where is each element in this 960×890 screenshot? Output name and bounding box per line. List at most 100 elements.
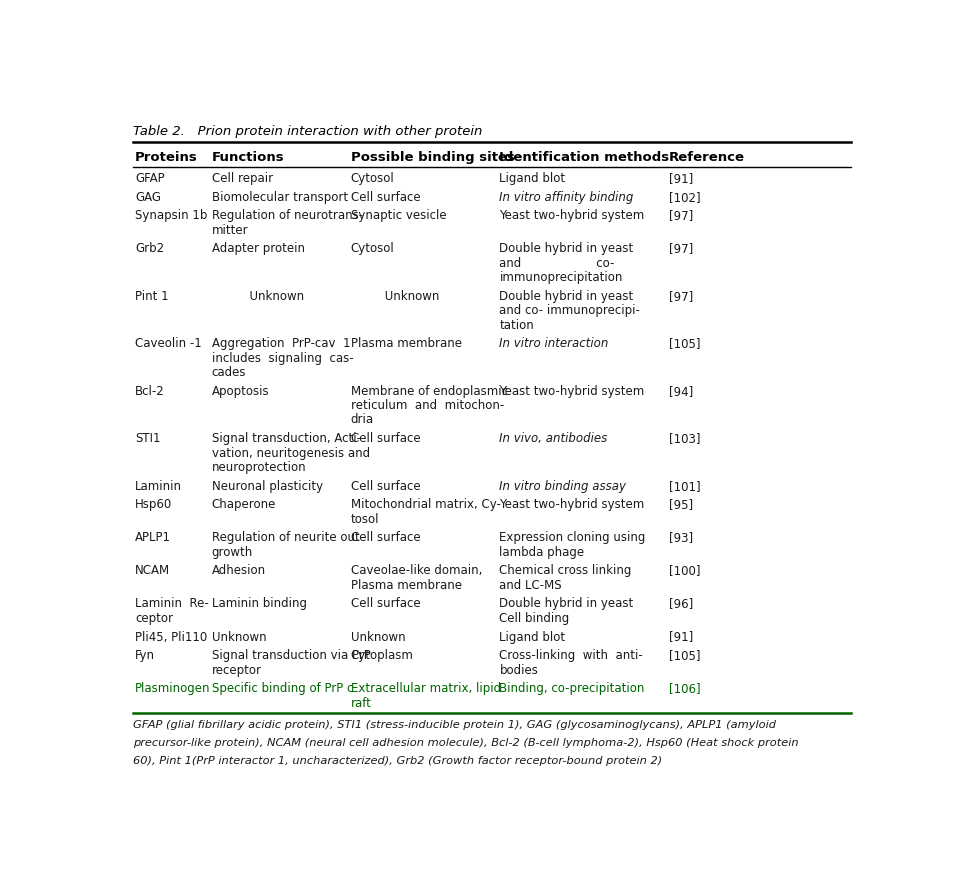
Text: Identification methods: Identification methods — [499, 151, 669, 165]
Text: Cytosol: Cytosol — [350, 242, 395, 255]
Text: Laminin binding: Laminin binding — [211, 597, 306, 611]
Text: tation: tation — [499, 319, 534, 332]
Text: Cell surface: Cell surface — [350, 190, 420, 204]
Text: [93]: [93] — [669, 531, 693, 545]
Text: Ligand blot: Ligand blot — [499, 630, 565, 643]
Text: Yeast two-hybrid system: Yeast two-hybrid system — [499, 209, 645, 222]
Text: Plasma membrane: Plasma membrane — [350, 337, 462, 351]
Text: GFAP (glial fibrillary acidic protein), STI1 (stress-inducible protein 1), GAG (: GFAP (glial fibrillary acidic protein), … — [133, 720, 777, 730]
Text: Unknown: Unknown — [211, 290, 303, 303]
Text: [91]: [91] — [669, 172, 693, 185]
Text: [97]: [97] — [669, 290, 693, 303]
Text: Cell binding: Cell binding — [499, 611, 569, 625]
Text: [97]: [97] — [669, 242, 693, 255]
Text: Cross-linking  with  anti-: Cross-linking with anti- — [499, 649, 643, 662]
Text: Cytoplasm: Cytoplasm — [350, 649, 414, 662]
Text: Synapsin 1b: Synapsin 1b — [134, 209, 207, 222]
Text: and co- immunoprecipi-: and co- immunoprecipi- — [499, 304, 640, 317]
Text: bodies: bodies — [499, 664, 539, 676]
Text: mitter: mitter — [211, 223, 248, 237]
Text: Bcl-2: Bcl-2 — [134, 384, 164, 398]
Text: Laminin  Re-: Laminin Re- — [134, 597, 208, 611]
Text: lambda phage: lambda phage — [499, 546, 585, 559]
Text: [100]: [100] — [669, 564, 701, 578]
Text: Unknown: Unknown — [211, 630, 266, 643]
Text: [105]: [105] — [669, 337, 701, 351]
Text: [103]: [103] — [669, 433, 701, 445]
Text: Adapter protein: Adapter protein — [211, 242, 304, 255]
Text: growth: growth — [211, 546, 252, 559]
Text: Reference: Reference — [669, 151, 745, 165]
Text: Ligand blot: Ligand blot — [499, 172, 565, 185]
Text: Binding, co-precipitation: Binding, co-precipitation — [499, 683, 645, 695]
Text: Functions: Functions — [211, 151, 284, 165]
Text: Yeast two-hybrid system: Yeast two-hybrid system — [499, 498, 645, 511]
Text: Cell surface: Cell surface — [350, 531, 420, 545]
Text: Synaptic vesicle: Synaptic vesicle — [350, 209, 446, 222]
Text: [95]: [95] — [669, 498, 693, 511]
Text: Caveolae-like domain,: Caveolae-like domain, — [350, 564, 482, 578]
Text: [101]: [101] — [669, 480, 701, 492]
Text: Chaperone: Chaperone — [211, 498, 276, 511]
Text: includes  signaling  cas-: includes signaling cas- — [211, 352, 353, 365]
Text: [94]: [94] — [669, 384, 693, 398]
Text: Cell surface: Cell surface — [350, 433, 420, 445]
Text: Hsp60: Hsp60 — [134, 498, 172, 511]
Text: Double hybrid in yeast: Double hybrid in yeast — [499, 242, 634, 255]
Text: Specific binding of PrP c: Specific binding of PrP c — [211, 683, 353, 695]
Text: raft: raft — [350, 697, 372, 709]
Text: Fyn: Fyn — [134, 649, 155, 662]
Text: and LC-MS: and LC-MS — [499, 578, 562, 592]
Text: Regulation of neurite out-: Regulation of neurite out- — [211, 531, 364, 545]
Text: [102]: [102] — [669, 190, 701, 204]
Text: In vitro affinity binding: In vitro affinity binding — [499, 190, 634, 204]
Text: Unknown: Unknown — [350, 290, 439, 303]
Text: ceptor: ceptor — [134, 611, 173, 625]
Text: Grb2: Grb2 — [134, 242, 164, 255]
Text: Possible binding sites: Possible binding sites — [350, 151, 515, 165]
Text: Cell surface: Cell surface — [350, 597, 420, 611]
Text: In vivo, antibodies: In vivo, antibodies — [499, 433, 608, 445]
Text: receptor: receptor — [211, 664, 261, 676]
Text: STI1: STI1 — [134, 433, 160, 445]
Text: Adhesion: Adhesion — [211, 564, 266, 578]
Text: Chemical cross linking: Chemical cross linking — [499, 564, 632, 578]
Text: Pint 1: Pint 1 — [134, 290, 169, 303]
Text: NCAM: NCAM — [134, 564, 170, 578]
Text: Neuronal plasticity: Neuronal plasticity — [211, 480, 323, 492]
Text: Signal transduction via PrP: Signal transduction via PrP — [211, 649, 371, 662]
Text: GAG: GAG — [134, 190, 161, 204]
Text: Double hybrid in yeast: Double hybrid in yeast — [499, 290, 634, 303]
Text: Extracellular matrix, lipid: Extracellular matrix, lipid — [350, 683, 501, 695]
Text: Cell surface: Cell surface — [350, 480, 420, 492]
Text: Biomolecular transport: Biomolecular transport — [211, 190, 348, 204]
Text: [105]: [105] — [669, 649, 701, 662]
Text: [106]: [106] — [669, 683, 701, 695]
Text: Table 2.   Prion protein interaction with other protein: Table 2. Prion protein interaction with … — [133, 125, 483, 138]
Text: Double hybrid in yeast: Double hybrid in yeast — [499, 597, 634, 611]
Text: Mitochondrial matrix, Cy-: Mitochondrial matrix, Cy- — [350, 498, 500, 511]
Text: Pli45, Pli110: Pli45, Pli110 — [134, 630, 207, 643]
Text: dria: dria — [350, 414, 373, 426]
Text: Regulation of neurotrans-: Regulation of neurotrans- — [211, 209, 363, 222]
Text: GFAP: GFAP — [134, 172, 164, 185]
Text: reticulum  and  mitochon-: reticulum and mitochon- — [350, 399, 504, 412]
Text: [96]: [96] — [669, 597, 693, 611]
Text: Yeast two-hybrid system: Yeast two-hybrid system — [499, 384, 645, 398]
Text: precursor-like protein), NCAM (neural cell adhesion molecule), Bcl-2 (B-cell lym: precursor-like protein), NCAM (neural ce… — [133, 738, 799, 748]
Text: In vitro interaction: In vitro interaction — [499, 337, 609, 351]
Text: and                    co-: and co- — [499, 256, 614, 270]
Text: neuroprotection: neuroprotection — [211, 461, 306, 473]
Text: [91]: [91] — [669, 630, 693, 643]
Text: Unknown: Unknown — [350, 630, 405, 643]
Text: Proteins: Proteins — [134, 151, 198, 165]
Text: APLP1: APLP1 — [134, 531, 171, 545]
Text: Plasma membrane: Plasma membrane — [350, 578, 462, 592]
Text: Cytosol: Cytosol — [350, 172, 395, 185]
Text: Plasminogen: Plasminogen — [134, 683, 210, 695]
Text: Caveolin -1: Caveolin -1 — [134, 337, 202, 351]
Text: [97]: [97] — [669, 209, 693, 222]
Text: In vitro binding assay: In vitro binding assay — [499, 480, 627, 492]
Text: Signal transduction, Acti-: Signal transduction, Acti- — [211, 433, 361, 445]
Text: immunoprecipitation: immunoprecipitation — [499, 271, 623, 284]
